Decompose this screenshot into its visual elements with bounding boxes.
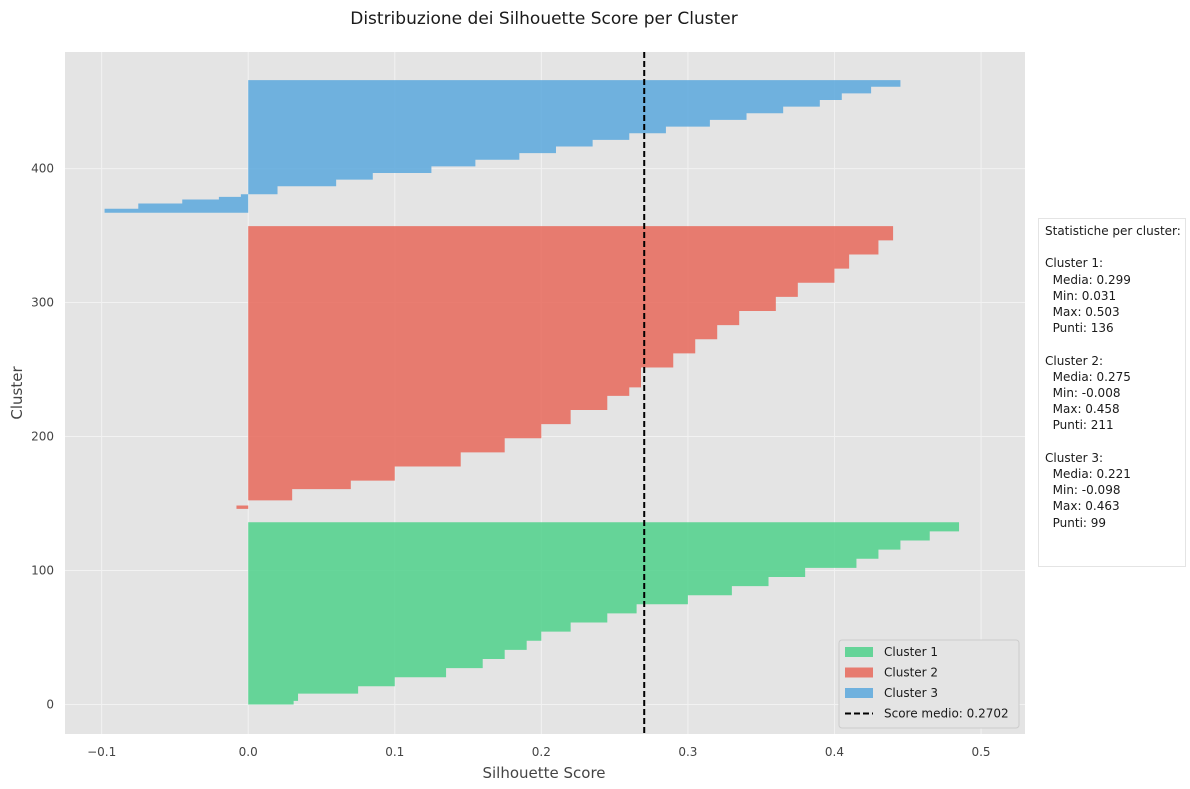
x-tick-label: 0.5 [971, 745, 990, 759]
stats-line: Min: -0.098 [1045, 483, 1121, 498]
stats-line: Min: 0.031 [1045, 288, 1117, 303]
stats-line: Cluster 2: [1045, 353, 1104, 368]
legend-label: Cluster 2 [884, 666, 938, 680]
cluster-1-area [248, 522, 986, 705]
chart-title: Distribuzione dei Silhouette Score per C… [350, 9, 738, 29]
y-tick-label: 100 [31, 564, 54, 578]
legend-label: Score medio: 0.2702 [884, 707, 1009, 721]
stats-line: Max: 0.503 [1045, 305, 1120, 320]
x-tick-label: 0.3 [678, 745, 697, 759]
x-tick-label: 0.2 [532, 745, 551, 759]
legend-box [838, 639, 1020, 729]
legend-label: Cluster 3 [884, 686, 938, 700]
stats-line: Max: 0.463 [1045, 499, 1120, 514]
cluster-2-area [236, 226, 920, 509]
y-axis-label: Cluster [8, 366, 26, 420]
stats-line: Punti: 211 [1045, 418, 1114, 433]
stats-line: Max: 0.458 [1045, 402, 1120, 417]
stats-line: Media: 0.275 [1045, 369, 1131, 384]
tick-labels: −0.1 0.0 0.1 0.2 0.3 0.4 0.5 0 100 200 300 400 [31, 162, 990, 759]
stats-line: Media: 0.299 [1045, 272, 1131, 287]
stats-line [1045, 434, 1179, 450]
x-tick-label: −0.1 [87, 745, 116, 759]
y-tick-label: 400 [31, 162, 54, 176]
x-axis-label: Silhouette Score [482, 764, 605, 782]
x-tick-label: 0.4 [825, 745, 844, 759]
legend-swatch [845, 688, 873, 698]
y-tick-label: 0 [46, 698, 54, 712]
y-tick-label: 300 [31, 296, 54, 310]
cluster-3-area [104, 80, 927, 213]
x-tick-label: 0.1 [385, 745, 404, 759]
stats-line: Cluster 1: [1045, 256, 1104, 271]
legend: Cluster 1 Cluster 2 Cluster 3 Score medio: … [838, 639, 1020, 729]
stats-line [1045, 239, 1179, 255]
stats-line: Cluster 3: [1045, 450, 1104, 465]
legend-label: Cluster 1 [884, 645, 938, 659]
cluster-stats-panel: Statistiche per cluster: Cluster 1: Medi… [1038, 218, 1186, 567]
stats-line: Punti: 99 [1045, 515, 1107, 530]
stats-line: Min: -0.008 [1045, 386, 1121, 401]
x-tick-label: 0.0 [239, 745, 258, 759]
stats-line: Statistiche per cluster: [1045, 224, 1181, 238]
legend-swatch [845, 647, 873, 657]
cluster-areas [104, 80, 986, 705]
stats-line: Punti: 136 [1045, 321, 1114, 336]
y-tick-label: 200 [31, 430, 54, 444]
stats-line [1045, 336, 1179, 352]
stats-line: Media: 0.221 [1045, 467, 1131, 482]
legend-swatch [845, 667, 873, 678]
